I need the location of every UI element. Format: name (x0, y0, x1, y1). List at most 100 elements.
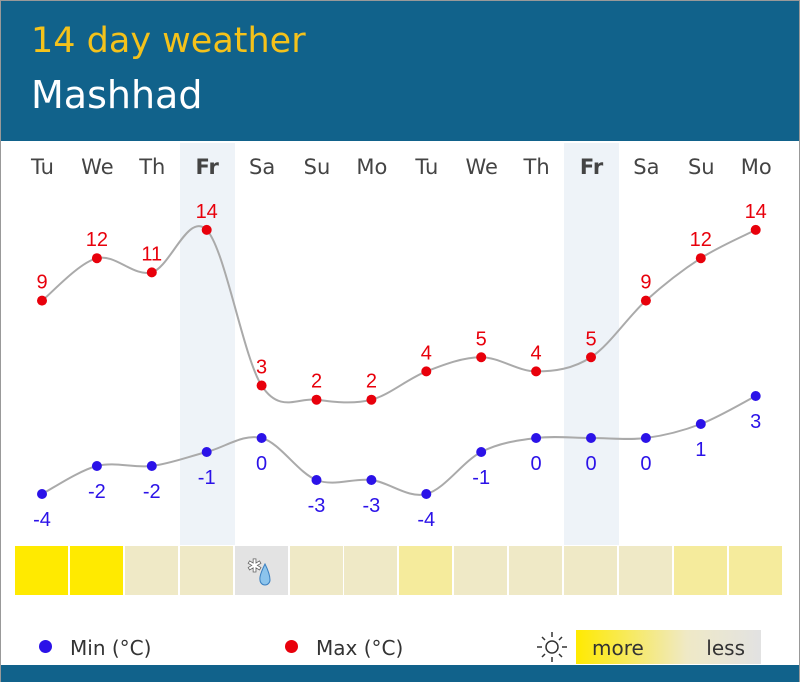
day-label: Fr (195, 155, 219, 179)
max-point (366, 394, 377, 405)
min-value-label: -3 (363, 495, 381, 517)
max-value-label: 2 (366, 371, 377, 393)
min-point (201, 447, 212, 457)
max-value-label: 12 (690, 229, 712, 251)
sunshine-cell (618, 546, 672, 595)
day-label: Su (687, 155, 715, 179)
min-value-label: 0 (585, 453, 596, 475)
min-point (695, 419, 706, 429)
day-label: Fr (579, 155, 604, 179)
min-point (421, 489, 432, 499)
footer-bar (1, 665, 799, 682)
min-legend-dot (39, 640, 52, 653)
max-value-label: 11 (141, 243, 162, 265)
min-point (750, 391, 761, 401)
min-value-label: 0 (531, 453, 542, 475)
min-value-label: -3 (308, 495, 326, 517)
max-point (476, 352, 487, 363)
snow-rain-icon: ✱ (246, 556, 271, 586)
sunshine-cell (673, 546, 727, 595)
min-value-label: -4 (33, 509, 51, 531)
day-label: Sa (633, 155, 660, 179)
day-label: Tu (31, 155, 54, 179)
max-value-label: 4 (531, 342, 542, 364)
sunshine-cell (124, 546, 178, 595)
max-point (695, 253, 706, 264)
min-point (640, 433, 651, 443)
max-value-label: 5 (476, 328, 487, 350)
min-point (311, 475, 322, 485)
sunshine-cell (15, 546, 68, 595)
day-label: We (465, 155, 498, 179)
max-value-label: 5 (585, 328, 596, 350)
sunshine-cell (728, 546, 782, 595)
day-label: Mo (740, 155, 772, 179)
max-point (531, 366, 542, 377)
min-point (91, 461, 102, 471)
sunshine-cell (564, 546, 617, 595)
sunshine-cell (69, 546, 123, 595)
day-label: Th (139, 155, 166, 179)
max-point (640, 295, 651, 306)
max-point (750, 224, 761, 235)
city-name: Mashhad (31, 73, 203, 117)
max-point (421, 366, 432, 377)
weekend-highlight (179, 143, 235, 545)
max-value-label: 12 (86, 229, 108, 251)
temperature-chart: 9 12 11 14 3 2 2 4 5 4 5 9 12 14 -4 -2 -2 -1 0 -3 -3 -4 -1 0 0 0 1… (33, 201, 767, 531)
max-value-label: 4 (421, 342, 432, 364)
sunshine-cell (179, 546, 233, 595)
day-label: Mo (356, 155, 388, 179)
max-point (256, 380, 267, 391)
day-label: Sa (248, 155, 276, 179)
widget-title: 14 day weather (31, 21, 306, 61)
min-value-label: 0 (640, 453, 651, 475)
sunshine-cell (289, 546, 343, 595)
max-value-label: 3 (256, 357, 267, 379)
scale-more-label: more (592, 636, 644, 660)
max-point (586, 352, 596, 363)
max-value-label: 14 (196, 201, 218, 223)
min-value-label: -1 (472, 467, 490, 489)
max-legend-dot (285, 640, 298, 653)
min-point (256, 433, 267, 443)
min-point (476, 447, 487, 457)
sunshine-cell (344, 546, 398, 595)
svg-text:✱: ✱ (247, 556, 262, 577)
scale-less-label: less (706, 636, 745, 660)
max-point (201, 224, 212, 235)
min-legend-label: Min (°C) (70, 636, 152, 660)
max-point (146, 267, 157, 278)
header: 14 day weather Mashhad (1, 1, 799, 141)
sunshine-cell (509, 546, 563, 595)
max-legend-label: Max (°C) (316, 636, 404, 660)
min-point (586, 433, 596, 443)
max-value-label: 9 (640, 272, 651, 294)
min-value-label: -2 (143, 481, 161, 503)
min-point (37, 489, 47, 499)
min-point (531, 433, 542, 443)
max-point (91, 253, 102, 264)
min-value-label: -4 (417, 509, 435, 531)
min-line (41, 395, 757, 496)
sunshine-cell (399, 546, 453, 595)
sunshine-scale: more less (576, 630, 761, 664)
min-value-label: -2 (88, 481, 106, 503)
max-point (311, 394, 322, 405)
weekend-highlight (564, 143, 619, 545)
day-label: Tu (415, 155, 439, 179)
max-value-label: 14 (745, 201, 767, 223)
max-value-label: 2 (311, 371, 322, 393)
day-label: Su (303, 155, 331, 179)
day-label: We (81, 155, 114, 179)
min-value-label: 3 (750, 411, 761, 433)
min-value-label: -1 (198, 467, 216, 489)
sunshine-cell: ✱ (234, 546, 288, 595)
min-value-label: 0 (256, 453, 267, 475)
day-label: Th (523, 155, 550, 179)
min-value-label: 1 (695, 439, 706, 461)
min-point (146, 461, 157, 471)
min-point (366, 475, 377, 485)
max-value-label: 9 (36, 272, 47, 294)
max-point (37, 295, 47, 306)
